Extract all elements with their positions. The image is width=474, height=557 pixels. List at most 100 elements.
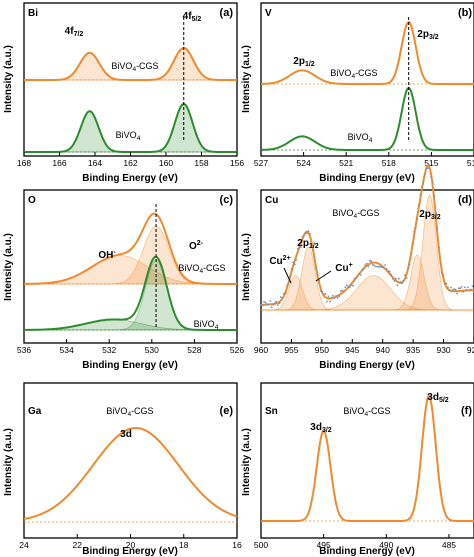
raw-point bbox=[296, 247, 299, 250]
raw-point bbox=[368, 259, 371, 262]
panel-b-ylabel: Intensity (a.u.) bbox=[241, 45, 252, 113]
panel-f-xlabel: Binding Energy (eV) bbox=[319, 546, 415, 557]
raw-point bbox=[283, 292, 285, 295]
tick-label: 512 bbox=[467, 158, 474, 168]
raw-point bbox=[467, 286, 469, 289]
raw-point bbox=[280, 296, 282, 299]
raw-point bbox=[462, 290, 465, 293]
raw-point bbox=[270, 306, 273, 309]
panel-a-ylabel: Intensity (a.u.) bbox=[3, 45, 14, 113]
raw-point bbox=[303, 234, 305, 236]
raw-point bbox=[398, 277, 400, 280]
tick-label: 521 bbox=[339, 158, 353, 168]
panel-d-ylabel: Intensity (a.u.) bbox=[241, 233, 252, 301]
raw-point bbox=[364, 264, 367, 267]
raw-point bbox=[465, 288, 468, 291]
raw-point bbox=[306, 232, 308, 235]
raw-point bbox=[376, 265, 379, 268]
raw-point bbox=[393, 280, 396, 282]
panel-f: Intensity (a.u.) Sn (f) BiVO4-CGS 3d3/2 … bbox=[241, 382, 474, 557]
panel-c-xlabel: Binding Energy (eV) bbox=[82, 360, 178, 371]
panel-c-peak-oh: OH- bbox=[98, 249, 116, 261]
raw-point bbox=[407, 267, 409, 269]
raw-point bbox=[355, 276, 357, 279]
raw-point bbox=[313, 256, 316, 258]
panel-e-xticks: 24 22 20 18 16 bbox=[19, 534, 242, 550]
raw-point bbox=[293, 263, 296, 266]
raw-point bbox=[375, 265, 377, 268]
raw-point bbox=[460, 286, 463, 288]
raw-point bbox=[439, 262, 442, 264]
panel-a-xlabel: Binding Energy (eV) bbox=[82, 173, 178, 184]
raw-point bbox=[277, 304, 279, 306]
tick-label: 162 bbox=[123, 158, 137, 168]
panel-b-peak-2p3/2: 2p3/2 bbox=[417, 29, 439, 41]
raw-point bbox=[448, 289, 451, 292]
raw-point bbox=[447, 286, 449, 289]
series-f-0 bbox=[261, 395, 474, 522]
panel-d-peak-cu2: Cu2+ bbox=[269, 255, 290, 267]
raw-point bbox=[402, 279, 405, 282]
raw-point bbox=[396, 284, 399, 287]
raw-point bbox=[440, 272, 443, 275]
raw-point bbox=[292, 261, 295, 264]
panel-b-xlabel: Binding Energy (eV) bbox=[319, 173, 415, 184]
raw-point bbox=[430, 175, 432, 178]
raw-point bbox=[338, 295, 341, 298]
panel-d-raw-data bbox=[260, 164, 474, 309]
raw-point bbox=[290, 267, 293, 270]
panel-c-ylabel: Intensity (a.u.) bbox=[3, 233, 14, 301]
tick-label: 166 bbox=[52, 158, 66, 168]
raw-point bbox=[453, 288, 455, 290]
panel-d-peak-cu: Cu+ bbox=[335, 262, 352, 274]
raw-point bbox=[459, 287, 462, 290]
series-e-0 bbox=[23, 427, 238, 520]
raw-point bbox=[332, 294, 334, 297]
raw-point bbox=[372, 263, 374, 266]
panel-a-label: (a) bbox=[220, 7, 234, 19]
series-a-1 bbox=[24, 102, 237, 153]
raw-point bbox=[428, 164, 431, 167]
tick-label: 536 bbox=[17, 345, 31, 355]
panel-f-peak-3d5/2: 3d5/2 bbox=[427, 392, 449, 404]
raw-point bbox=[287, 282, 290, 284]
raw-point bbox=[424, 173, 426, 176]
raw-point bbox=[319, 290, 322, 292]
tick-label: 532 bbox=[102, 345, 116, 355]
raw-point bbox=[470, 288, 472, 291]
panel-e-element: Ga bbox=[28, 406, 42, 417]
tick-label: 950 bbox=[315, 345, 329, 355]
panel-d-frame bbox=[260, 189, 474, 344]
tick-label: 935 bbox=[406, 345, 420, 355]
panel-e: Intensity (a.u.) Ga (e) BiVO4-CGS 3d 24 2… bbox=[3, 382, 242, 557]
raw-point bbox=[379, 265, 382, 268]
panel-f-peak-3d3/2: 3d3/2 bbox=[310, 422, 332, 434]
raw-point bbox=[349, 286, 351, 288]
panel-c-xticks: 536 534 532 530 528 526 bbox=[17, 339, 244, 355]
panel-d-peak-2p3/2: 2p3/2 bbox=[419, 209, 441, 221]
raw-point bbox=[273, 302, 276, 304]
raw-point bbox=[267, 303, 270, 306]
raw-point bbox=[463, 286, 466, 289]
raw-point bbox=[269, 300, 272, 302]
tick-label: 16 bbox=[232, 540, 242, 550]
raw-point bbox=[468, 289, 471, 291]
component-a-1-1 bbox=[24, 103, 237, 153]
tick-label: 485 bbox=[442, 540, 456, 550]
panel-a-peak-4f7/2: 4f7/2 bbox=[65, 26, 84, 38]
raw-point bbox=[322, 293, 325, 296]
tick-label: 528 bbox=[187, 345, 201, 355]
panel-d-xticks: 960 955 950 945 940 935 930 925 bbox=[254, 339, 474, 355]
panel-f-ylabel: Intensity (a.u.) bbox=[241, 428, 252, 496]
tick-label: 22 bbox=[73, 540, 83, 550]
panel-b-sample-bivo4: BiVO4 bbox=[348, 132, 373, 144]
panel-a-element: Bi bbox=[28, 8, 38, 19]
panel-d-xlabel: Binding Energy (eV) bbox=[319, 360, 415, 371]
panel-c-frame bbox=[23, 189, 238, 344]
raw-point bbox=[434, 211, 437, 214]
raw-point bbox=[299, 246, 302, 249]
raw-point bbox=[278, 302, 281, 305]
raw-point bbox=[281, 297, 284, 300]
panel-c-sample-bivo4-cgs: BiVO4-CGS bbox=[178, 263, 225, 275]
raw-point bbox=[378, 265, 380, 268]
